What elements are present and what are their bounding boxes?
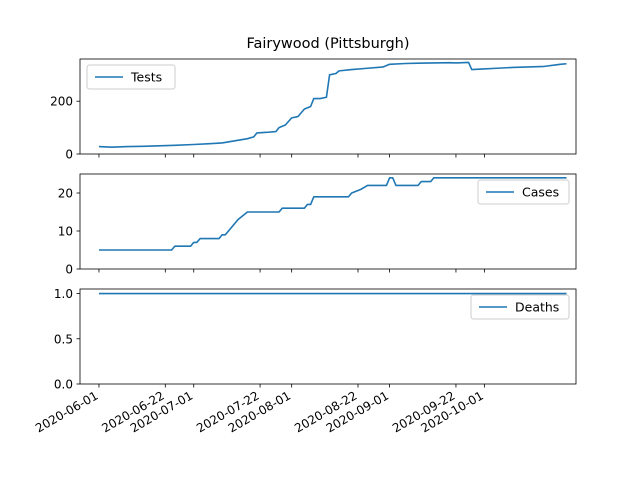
legend-box (477, 179, 570, 205)
legend-label: Tests (130, 70, 162, 85)
y-tick-label-deaths: 1.0 (54, 287, 73, 301)
y-tick-label-tests: 200 (50, 95, 73, 109)
x-axis: 2020-06-012020-06-222020-07-012020-07-22… (33, 388, 486, 435)
legend-deaths: Deaths (470, 294, 570, 320)
chart-title: Fairywood (Pittsburgh) (246, 36, 409, 52)
legend-label: Deaths (515, 300, 559, 315)
x-tick-label: 2020-06-01 (33, 388, 100, 435)
axes-frame-deaths (79, 288, 577, 385)
axes-frame-tests (79, 58, 577, 155)
legend-tests: Tests (86, 64, 176, 90)
panel-tests: 0 200 Tests (50, 58, 577, 162)
panel-cases: 0 10 20 Cases (58, 173, 577, 277)
series-line-tests (98, 61, 567, 148)
y-tick-label-cases: 20 (58, 187, 73, 201)
legend-box (470, 294, 570, 320)
y-tick-label-deaths: 0.5 (54, 332, 73, 346)
y-tick-label-deaths: 0.0 (54, 378, 73, 392)
y-tick-label-cases: 10 (58, 225, 73, 239)
axes-frame-cases (79, 173, 577, 270)
legend-box (86, 64, 176, 90)
y-tick-label-cases: 0 (65, 263, 73, 277)
y-tick-label-tests: 0 (65, 148, 73, 162)
series-line-cases (98, 177, 567, 251)
chart-panels: 0 200 Tests 0 10 20 Cases 0.0 0.5 1.0 Deaths (50, 58, 577, 392)
legend-label: Cases (522, 185, 559, 200)
legend-cases: Cases (477, 179, 570, 205)
panel-deaths: 0.0 0.5 1.0 Deaths (54, 287, 577, 392)
